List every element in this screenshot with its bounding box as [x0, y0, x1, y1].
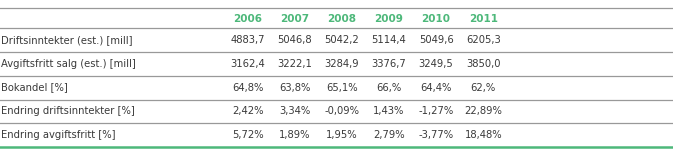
- Text: 64,8%: 64,8%: [232, 83, 263, 93]
- Text: 66,%: 66,%: [376, 83, 402, 93]
- Text: -0,09%: -0,09%: [324, 106, 359, 116]
- Text: 3284,9: 3284,9: [324, 59, 359, 69]
- Text: 5046,8: 5046,8: [277, 35, 312, 45]
- Text: 2006: 2006: [233, 14, 262, 24]
- Text: 5042,2: 5042,2: [324, 35, 359, 45]
- Text: 22,89%: 22,89%: [464, 106, 502, 116]
- Text: 3222,1: 3222,1: [277, 59, 312, 69]
- Text: 1,43%: 1,43%: [374, 106, 404, 116]
- Text: Endring avgiftsfritt [%]: Endring avgiftsfritt [%]: [1, 130, 115, 140]
- Text: 2008: 2008: [327, 14, 357, 24]
- Text: Driftsinntekter (est.) [mill]: Driftsinntekter (est.) [mill]: [1, 35, 132, 45]
- Text: 2,79%: 2,79%: [374, 130, 404, 140]
- Text: 2,42%: 2,42%: [232, 106, 263, 116]
- Text: 4883,7: 4883,7: [230, 35, 265, 45]
- Text: 63,8%: 63,8%: [279, 83, 310, 93]
- Text: -1,27%: -1,27%: [419, 106, 454, 116]
- Text: 5,72%: 5,72%: [232, 130, 263, 140]
- Text: 3,34%: 3,34%: [279, 106, 310, 116]
- Text: 2011: 2011: [468, 14, 498, 24]
- Text: 2010: 2010: [421, 14, 451, 24]
- Text: 3249,5: 3249,5: [419, 59, 454, 69]
- Text: 5114,4: 5114,4: [371, 35, 406, 45]
- Text: Bokandel [%]: Bokandel [%]: [1, 83, 67, 93]
- Text: 3376,7: 3376,7: [371, 59, 406, 69]
- Text: 1,95%: 1,95%: [326, 130, 357, 140]
- Text: 18,48%: 18,48%: [464, 130, 502, 140]
- Text: Endring driftsinntekter [%]: Endring driftsinntekter [%]: [1, 106, 135, 116]
- Text: Avgiftsfritt salg (est.) [mill]: Avgiftsfritt salg (est.) [mill]: [1, 59, 135, 69]
- Text: 62,%: 62,%: [470, 83, 496, 93]
- Text: 2009: 2009: [375, 14, 403, 24]
- Text: 64,4%: 64,4%: [421, 83, 452, 93]
- Text: 3162,4: 3162,4: [230, 59, 265, 69]
- Text: 1,89%: 1,89%: [279, 130, 310, 140]
- Text: 65,1%: 65,1%: [326, 83, 357, 93]
- Text: 6205,3: 6205,3: [466, 35, 501, 45]
- Text: 5049,6: 5049,6: [419, 35, 454, 45]
- Text: 3850,0: 3850,0: [466, 59, 501, 69]
- Text: 2007: 2007: [280, 14, 310, 24]
- Text: -3,77%: -3,77%: [419, 130, 454, 140]
